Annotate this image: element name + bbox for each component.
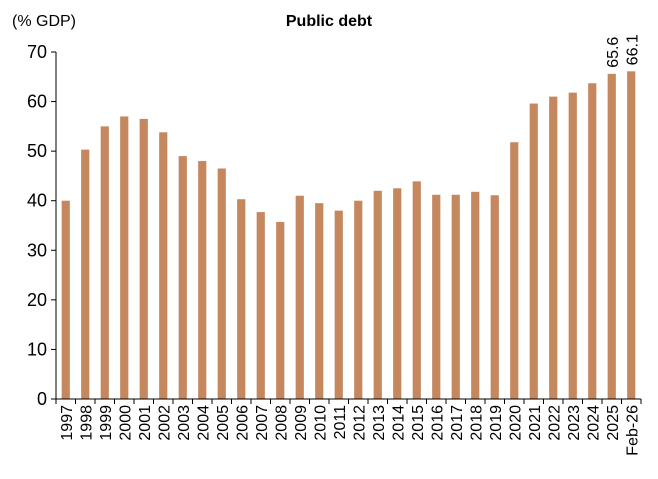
bar [61,200,70,399]
bar [81,149,90,399]
x-tick-label: 2001 [137,405,154,441]
x-tick-label: 2020 [507,405,524,441]
bar [217,168,226,399]
y-tick-label: 30 [27,240,47,260]
data-label: 65.6 [605,37,622,68]
bar [451,194,460,399]
y-tick-label: 40 [27,191,47,211]
bar [432,194,441,399]
bar [471,191,480,399]
bar [373,190,382,399]
bar [198,161,207,399]
bar [354,200,363,399]
x-tick-label: 2021 [527,405,544,441]
x-tick-label: 2016 [429,405,446,441]
bar [627,71,636,399]
bar [256,212,265,399]
x-axis: 1997 1998 1999 2000 2001 2002 2003 2004 2005 2006… [55,399,642,456]
bar [276,222,285,399]
x-tick-label: 2022 [546,405,563,441]
bar [237,199,246,399]
bar [393,188,402,399]
x-tick-label: 2003 [176,405,193,441]
chart-title: Public debt [286,13,373,30]
bars-group [61,71,636,400]
x-tick-label: 1997 [59,405,76,441]
y-axis-unit-label: (% GDP) [12,13,76,30]
bar [510,142,519,399]
y-tick-label: 60 [27,92,47,112]
bar [549,96,558,399]
bar [529,103,538,399]
y-axis: 0 10 20 30 40 50 60 70 [27,42,56,409]
bar [490,195,499,399]
x-tick-label: 2017 [449,405,466,441]
bar [412,181,421,399]
x-tick-label: 2007 [254,405,271,441]
bar [295,195,304,399]
x-tick-label: 2025 [605,405,622,441]
bar [139,118,148,400]
x-tick-label: 2010 [312,405,329,441]
x-tick-label: 2015 [410,405,427,441]
y-tick-label: 50 [27,141,47,161]
x-tick-label: 2008 [273,405,290,441]
x-tick-label: 2014 [390,405,407,441]
bar [120,116,129,399]
y-tick-label: 20 [27,290,47,310]
x-tick-label: 2024 [585,405,602,441]
bar [315,203,324,399]
bar [588,83,597,399]
x-tick-label: 2005 [215,405,232,441]
y-tick-label: 0 [37,389,47,409]
y-tick-label: 70 [27,42,47,62]
bar [568,92,577,400]
x-tick-label: 1999 [98,405,115,441]
x-tick-label: 1998 [78,405,95,441]
bar [178,156,187,399]
x-tick-label: 2013 [371,405,388,441]
data-label: 66.1 [624,34,641,65]
bar [607,73,616,399]
bar [100,126,109,399]
x-tick-label: Feb-26 [624,405,641,456]
x-tick-label: 2000 [117,405,134,441]
bar [159,132,168,399]
bar [334,210,343,399]
x-tick-label: 2009 [293,405,310,441]
x-tick-label: 2023 [566,405,583,441]
x-tick-label: 2004 [195,405,212,441]
x-tick-label: 2002 [156,405,173,441]
x-tick-label: 2012 [351,405,368,441]
x-tick-label: 2011 [332,405,349,440]
y-tick-label: 10 [27,339,47,359]
x-tick-label: 2006 [234,405,251,441]
x-tick-label: 2019 [488,405,505,441]
data-labels: 65.6 66.1 [605,34,642,68]
x-tick-label: 2018 [468,405,485,441]
